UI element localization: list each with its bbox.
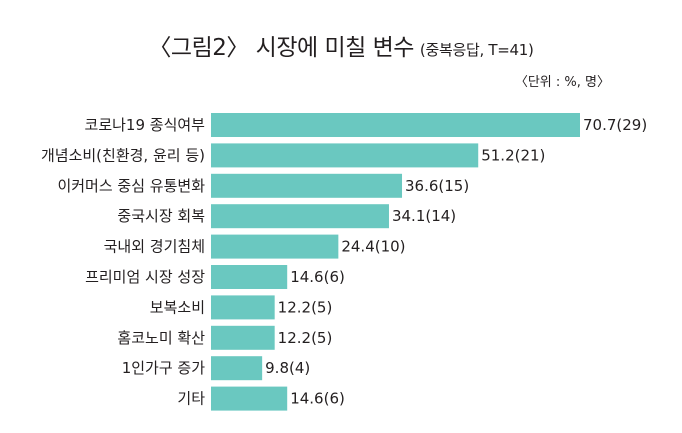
value-label: 12.2(5) <box>278 329 333 347</box>
bar <box>211 325 275 350</box>
category-label: 코로나19 종식여부 <box>85 116 206 134</box>
bar <box>211 356 263 381</box>
bar <box>211 113 580 137</box>
chart-title: 〈그림2〉 시장에 미칠 변수 <box>148 35 414 61</box>
value-label: 36.6(15) <box>405 177 469 195</box>
value-label: 51.2(21) <box>481 146 545 164</box>
category-label: 중국시장 회복 <box>117 207 205 225</box>
category-label: 보복소비 <box>150 298 205 316</box>
value-label: 70.7(29) <box>583 116 647 134</box>
bar <box>211 173 403 198</box>
bar <box>211 143 479 168</box>
category-label: 국내외 경기침체 <box>104 238 205 256</box>
category-label: 기타 <box>177 390 205 408</box>
unit-note: 〈단위 : %, 명〉 <box>514 75 610 90</box>
category-label: 이커머스 중심 유통변화 <box>57 177 205 195</box>
bar <box>211 204 389 229</box>
chart-subtitle: (중복응답, T=41) <box>419 41 534 59</box>
chart-title-row: 〈그림2〉 시장에 미칠 변수 (중복응답, T=41) <box>0 28 682 62</box>
category-label: 프리미엄 시장 성장 <box>85 268 205 286</box>
value-label: 12.2(5) <box>278 298 333 316</box>
bar <box>211 234 339 259</box>
category-label: 1인가구 증가 <box>122 359 206 377</box>
value-label: 14.6(6) <box>290 390 345 408</box>
category-label: 홈코노미 확산 <box>117 329 205 347</box>
value-label: 24.4(10) <box>341 238 405 256</box>
value-label: 9.8(4) <box>265 359 310 377</box>
bar <box>211 295 275 320</box>
value-label: 34.1(14) <box>392 207 456 225</box>
category-label: 개념소비(친환경, 윤리 등) <box>41 146 205 164</box>
bar <box>211 386 288 411</box>
bar <box>211 265 288 289</box>
value-label: 14.6(6) <box>290 268 345 286</box>
